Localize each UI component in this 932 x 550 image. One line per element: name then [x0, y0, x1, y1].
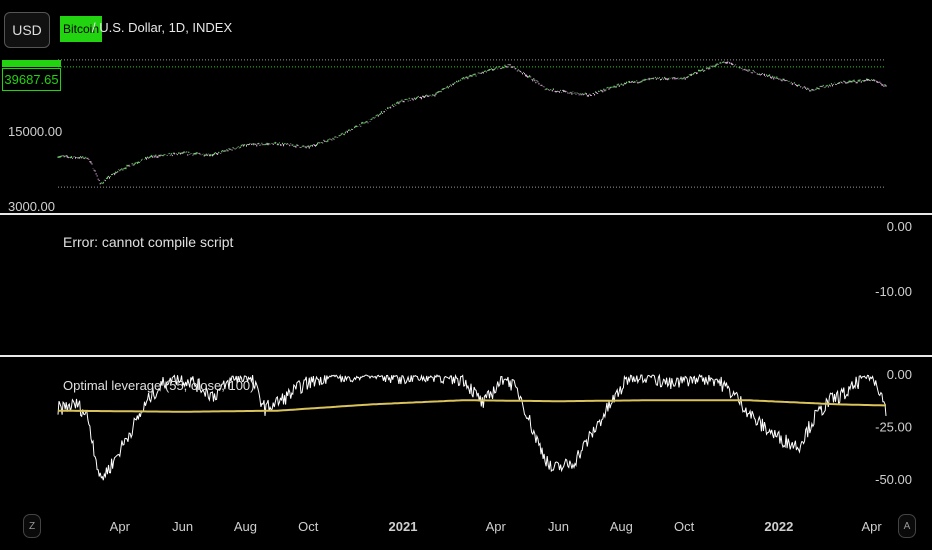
series-symbol-badge[interactable]: Bitcoin: [60, 16, 103, 42]
last-price-tag-bar: [2, 60, 61, 67]
indicator-pane: [57, 373, 887, 481]
error-axis-tick: 0.00: [887, 219, 912, 234]
currency-button[interactable]: USD: [4, 12, 50, 48]
leverage-average-line: [58, 399, 886, 413]
indicator-axis-tick: -25.00: [875, 420, 912, 435]
auto-scale-icon[interactable]: A: [898, 514, 916, 538]
price-axis-tick: 15000.00: [8, 124, 62, 139]
time-axis-label: Oct: [298, 519, 319, 534]
indicator-axis-tick: 0.00: [887, 367, 912, 382]
time-axis-label: Aug: [234, 519, 257, 534]
zoom-icon[interactable]: Z: [23, 514, 41, 538]
error-axis-tick: -10.00: [875, 284, 912, 299]
last-price-tag: 39687.65: [2, 60, 61, 91]
last-price-value: 39687.65: [2, 68, 61, 91]
time-axis-label: Oct: [674, 519, 695, 534]
price-pane: 15000.00 3000.00: [8, 59, 887, 214]
time-axis-label: Apr: [861, 519, 882, 534]
time-axis-label: Apr: [110, 519, 131, 534]
time-axis-label: Apr: [486, 519, 507, 534]
error-message: Error: cannot compile script: [63, 234, 234, 250]
price-axis-tick: 3000.00: [8, 199, 55, 214]
indicator-axis-tick: -50.00: [875, 472, 912, 487]
time-axis-label: 2022: [764, 519, 793, 534]
indicator-title: Optimal leverage (55, close, 100): [63, 378, 255, 393]
time-axis-label: Jun: [172, 519, 193, 534]
time-axis-label: Jun: [548, 519, 569, 534]
series-title: / U.S. Dollar, 1D, INDEX: [92, 20, 233, 35]
leverage-line: [57, 373, 887, 481]
time-axis-label: 2021: [389, 519, 418, 534]
axes: 0.00 -10.00 0.00 -25.00 -50.00 Apr Jun Aug Oct 20…: [110, 219, 912, 534]
time-axis-label: Aug: [610, 519, 633, 534]
